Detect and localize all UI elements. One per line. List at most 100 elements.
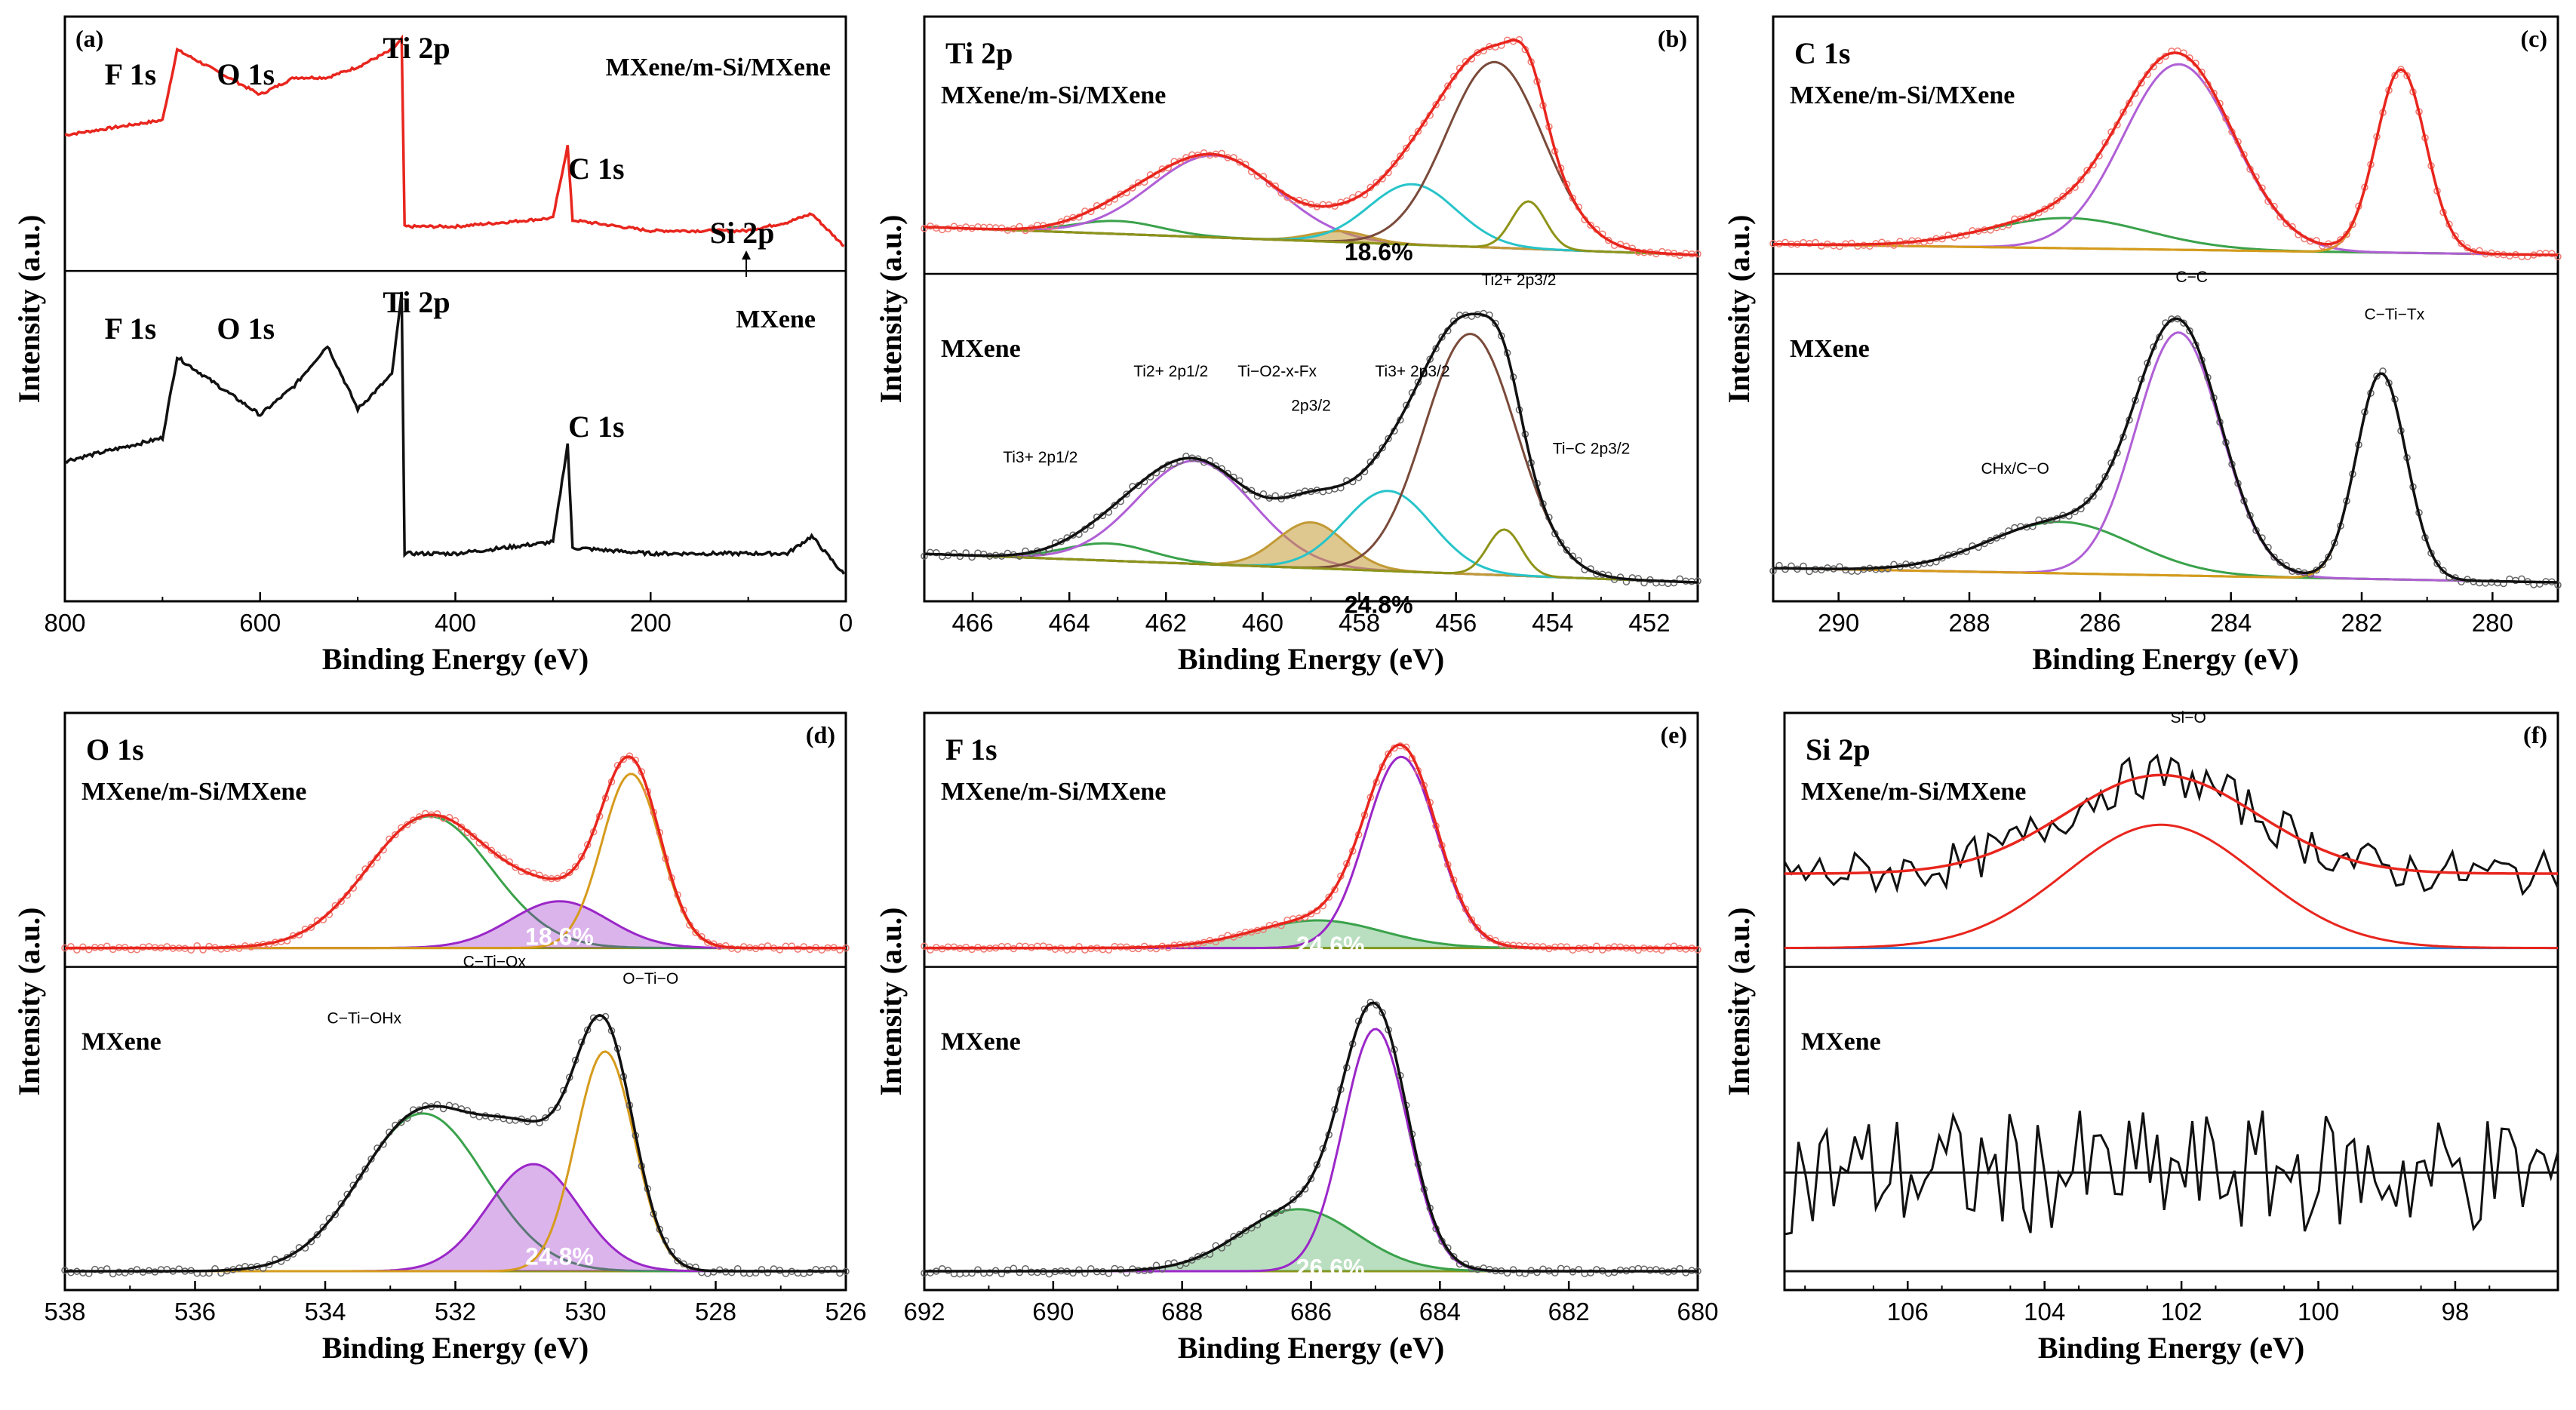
x-tick-label: 532: [435, 1298, 476, 1326]
peak-annotation: Ti2+ 2p3/2: [1481, 272, 1556, 289]
data-marker: [1164, 944, 1173, 951]
y-axis-title: Intensity (a.u.): [1722, 907, 1756, 1095]
data-marker: [2458, 240, 2465, 247]
x-axis-title: Binding Energy (eV): [1178, 1331, 1444, 1365]
data-marker: [1569, 195, 1577, 202]
plot-frame: [63, 15, 847, 603]
data-marker: [2319, 561, 2326, 569]
percentage-label: 26.6%: [1296, 1254, 1365, 1281]
x-tick-label: 106: [1887, 1298, 1929, 1326]
x-tick-label: 284: [2210, 609, 2252, 637]
data-marker: [133, 945, 141, 954]
x-tick-label: 104: [2024, 1298, 2065, 1326]
data-marker: [1486, 934, 1493, 942]
x-tick-label: 684: [1419, 1298, 1461, 1326]
data-marker: [2270, 553, 2278, 561]
data-marker: [367, 860, 375, 868]
data-marker: [1402, 144, 1410, 152]
data-marker: [404, 821, 411, 828]
data-marker: [361, 1165, 369, 1173]
data-marker: [1818, 242, 1825, 250]
data-marker: [1604, 236, 1612, 244]
data-marker: [2059, 192, 2067, 200]
plot-frame: [1783, 711, 2559, 1292]
percentage-label: 18.6%: [525, 923, 594, 951]
data-marker: [433, 1101, 441, 1108]
raw-spectrum: [1784, 1110, 2559, 1236]
sample-label: MXene: [736, 306, 816, 333]
fit-envelope: [1773, 51, 2559, 257]
data-marker: [571, 863, 579, 871]
component-fill: [65, 901, 846, 948]
data-marker: [985, 1269, 994, 1276]
x-tick-label: 456: [1435, 609, 1477, 637]
sample-label: MXene: [1790, 335, 1870, 363]
peak-annotation: C−Ti−OHx: [327, 1009, 402, 1027]
x-tick-label: 460: [1242, 609, 1283, 637]
data-marker: [1385, 750, 1392, 758]
panel-e: 692 690 688 686 684 682 680 Binding Energy (eV)…: [874, 711, 1719, 1365]
data-marker: [619, 755, 628, 763]
peak-label: Ti 2p: [383, 285, 450, 319]
peak-annotation: Si−O: [2171, 709, 2206, 727]
sample-label: MXene/m-Si/MXene: [941, 81, 1166, 109]
peak-annotation: Ti3+ 2p1/2: [1003, 449, 1077, 466]
x-tick-label: 400: [435, 609, 476, 637]
panel-title: Si 2p: [1806, 733, 1871, 766]
x-tick-label: 682: [1548, 1298, 1590, 1326]
y-axis-title: Intensity (a.u.): [12, 214, 46, 403]
peak-annotation: Ti−O2-x-Fx: [1237, 363, 1317, 380]
data-marker: [1563, 546, 1571, 554]
data-marker: [674, 1257, 681, 1264]
fit-component: [1772, 331, 2559, 584]
data-marker: [469, 832, 478, 840]
percentage-label: 18.6%: [1345, 238, 1413, 266]
x-tick-label: 692: [903, 1298, 945, 1326]
peak-annotation: CHx/C−O: [1981, 460, 2049, 478]
fit-component: [924, 200, 1698, 257]
peak-label: C 1s: [568, 152, 624, 186]
x-tick-label: 454: [1532, 609, 1573, 637]
percentage-label: 24.8%: [525, 1243, 594, 1270]
y-axis-title: Intensity (a.u.): [874, 907, 908, 1095]
data-marker: [319, 1223, 327, 1231]
panel-f: 106 104 102 100 98 Binding Energy (eV) Intensi…: [1722, 709, 2559, 1365]
sample-label: MXene: [1801, 1028, 1881, 1056]
x-tick-label: 528: [695, 1298, 736, 1326]
data-marker: [337, 897, 345, 905]
data-marker: [764, 1269, 772, 1276]
data-marker: [2452, 232, 2459, 240]
data-marker: [1694, 577, 1701, 585]
fit-component: [65, 815, 846, 950]
data-marker: [1295, 1190, 1303, 1198]
component-fill: [924, 920, 1698, 948]
panel-c: 290 288 286 284 282 280 Binding Energy (eV) Int…: [1722, 15, 2562, 676]
data-marker: [85, 945, 93, 954]
sample-label: MXene/m-Si/MXene: [1790, 81, 2015, 109]
data-marker: [2065, 187, 2073, 195]
panel-title: Ti 2p: [945, 36, 1013, 70]
sample-label: MXene: [941, 335, 1021, 363]
data-marker: [921, 225, 928, 232]
fit-component: [1772, 521, 2559, 584]
y-axis-title: Intensity (a.u.): [1722, 214, 1756, 403]
data-marker: [331, 902, 340, 910]
data-marker: [235, 945, 243, 952]
peak-annotation: Ti3+ 2p3/2: [1376, 363, 1450, 380]
data-marker: [1468, 916, 1476, 924]
data-marker: [1557, 539, 1565, 547]
fit-envelope: [924, 38, 1698, 257]
data-marker: [950, 549, 958, 558]
fit-component: [65, 900, 846, 950]
data-marker: [1325, 893, 1333, 902]
fit-component: [1784, 823, 2558, 950]
data-marker: [692, 929, 699, 936]
data-marker: [1004, 942, 1012, 951]
x-tick-label: 526: [825, 1298, 866, 1326]
sample-label: MXene: [941, 1028, 1021, 1056]
x-tick-label: 686: [1290, 1298, 1332, 1326]
peak-annotation: C−Ti−Tx: [2364, 306, 2424, 323]
data-marker: [67, 943, 75, 951]
data-marker: [410, 816, 417, 824]
data-marker: [2095, 483, 2103, 491]
